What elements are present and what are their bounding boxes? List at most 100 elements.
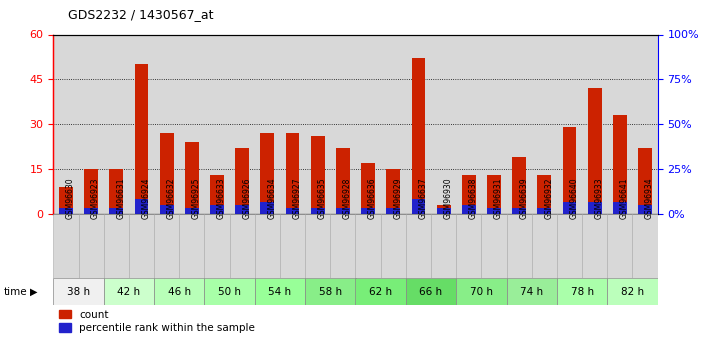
Bar xyxy=(53,34,78,214)
Bar xyxy=(280,214,305,278)
Text: 74 h: 74 h xyxy=(520,287,543,296)
Text: 42 h: 42 h xyxy=(117,287,141,296)
Text: GSM96924: GSM96924 xyxy=(141,178,151,219)
Text: GSM96633: GSM96633 xyxy=(217,177,226,219)
Bar xyxy=(562,127,577,214)
Bar xyxy=(205,278,255,305)
Bar xyxy=(462,175,476,214)
Text: 38 h: 38 h xyxy=(67,287,90,296)
Bar xyxy=(210,175,224,214)
Text: 66 h: 66 h xyxy=(419,287,443,296)
Bar xyxy=(506,278,557,305)
Bar xyxy=(638,148,652,214)
Text: 54 h: 54 h xyxy=(268,287,292,296)
Bar xyxy=(235,148,249,214)
Bar xyxy=(633,34,658,214)
Bar xyxy=(311,208,325,214)
Bar xyxy=(512,157,526,214)
Text: GSM96926: GSM96926 xyxy=(242,178,251,219)
Bar xyxy=(481,34,506,214)
Bar xyxy=(532,214,557,278)
Bar xyxy=(210,205,224,214)
Text: GSM96632: GSM96632 xyxy=(166,178,176,219)
Bar xyxy=(109,169,123,214)
Bar xyxy=(633,214,658,278)
Bar xyxy=(59,208,73,214)
Bar xyxy=(160,133,173,214)
Bar xyxy=(205,214,230,278)
Bar xyxy=(205,34,230,214)
Bar xyxy=(412,199,425,214)
Text: GSM96637: GSM96637 xyxy=(419,177,427,219)
Bar xyxy=(160,205,173,214)
Text: GSM96933: GSM96933 xyxy=(594,177,604,219)
Bar xyxy=(462,205,476,214)
Text: GSM96931: GSM96931 xyxy=(494,178,503,219)
Bar xyxy=(260,202,274,214)
Bar xyxy=(437,208,451,214)
Bar xyxy=(456,278,506,305)
Text: GSM96638: GSM96638 xyxy=(469,178,478,219)
Bar xyxy=(588,202,602,214)
Bar xyxy=(588,88,602,214)
Bar xyxy=(481,214,506,278)
Text: 58 h: 58 h xyxy=(319,287,342,296)
Bar xyxy=(638,205,652,214)
Bar xyxy=(557,34,582,214)
Text: GSM96641: GSM96641 xyxy=(620,178,629,219)
Bar xyxy=(406,214,431,278)
Text: GSM96928: GSM96928 xyxy=(343,178,352,219)
Text: 82 h: 82 h xyxy=(621,287,644,296)
Bar xyxy=(185,208,199,214)
Text: 78 h: 78 h xyxy=(570,287,594,296)
Bar xyxy=(109,208,123,214)
Bar xyxy=(361,163,375,214)
Bar xyxy=(437,205,451,214)
Bar xyxy=(230,214,255,278)
Bar xyxy=(154,278,205,305)
Bar xyxy=(59,187,73,214)
Text: GSM96932: GSM96932 xyxy=(545,178,553,219)
Bar xyxy=(336,208,350,214)
Bar xyxy=(607,214,633,278)
Bar xyxy=(286,133,299,214)
Bar xyxy=(129,34,154,214)
Legend: count, percentile rank within the sample: count, percentile rank within the sample xyxy=(58,310,255,333)
Bar xyxy=(311,136,325,214)
Bar xyxy=(129,214,154,278)
Text: 50 h: 50 h xyxy=(218,287,241,296)
Bar xyxy=(154,34,179,214)
Bar xyxy=(506,214,532,278)
Text: GSM96930: GSM96930 xyxy=(444,177,453,219)
Bar xyxy=(255,214,280,278)
Bar xyxy=(255,278,305,305)
Bar xyxy=(53,278,104,305)
Bar xyxy=(356,34,380,214)
Bar xyxy=(179,34,205,214)
Bar xyxy=(53,214,78,278)
Bar xyxy=(456,34,481,214)
Bar xyxy=(412,58,425,214)
Bar xyxy=(134,65,149,214)
Bar xyxy=(431,214,456,278)
Bar xyxy=(336,148,350,214)
Text: GSM96630: GSM96630 xyxy=(66,177,75,219)
Bar xyxy=(134,199,149,214)
Bar xyxy=(557,214,582,278)
Text: GSM96640: GSM96640 xyxy=(570,177,579,219)
Bar xyxy=(380,214,406,278)
Bar xyxy=(356,214,380,278)
Bar xyxy=(305,34,331,214)
Bar xyxy=(538,175,551,214)
Bar xyxy=(78,34,104,214)
Bar xyxy=(280,34,305,214)
Bar xyxy=(286,208,299,214)
Text: GSM96634: GSM96634 xyxy=(267,177,277,219)
Bar xyxy=(386,169,400,214)
Text: GSM96631: GSM96631 xyxy=(117,178,125,219)
Text: time: time xyxy=(4,287,27,296)
Text: GSM96639: GSM96639 xyxy=(519,177,528,219)
Bar xyxy=(532,34,557,214)
Bar xyxy=(506,34,532,214)
Text: ▶: ▶ xyxy=(30,287,38,296)
